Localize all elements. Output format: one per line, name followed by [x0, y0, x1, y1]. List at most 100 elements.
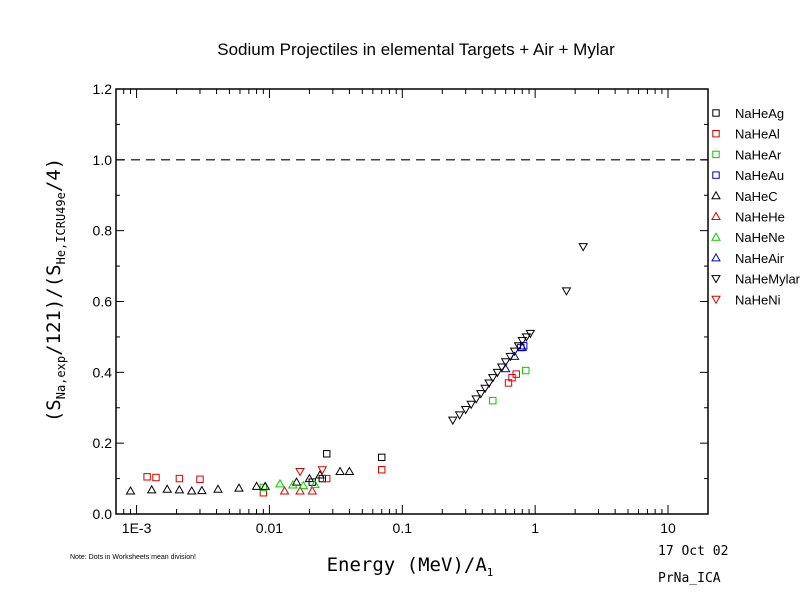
- x-tick-label: 0.1: [393, 520, 413, 536]
- data-point: [496, 363, 507, 373]
- data-point: [310, 479, 320, 489]
- data-point: [234, 483, 244, 492]
- y-tick-label: 1.0: [93, 152, 113, 168]
- legend: NaHeAg NaHeAl NaHeAr NaHeAu NaHeC NaHeHe NaHeN…: [711, 106, 800, 307]
- data-point: [484, 379, 494, 388]
- legend-marker: [712, 150, 720, 159]
- data-point: [298, 480, 309, 490]
- x-tick-label: 10: [660, 520, 676, 536]
- y-tick-label: 0.2: [93, 435, 113, 451]
- data-point: [466, 400, 477, 410]
- data-points: [125, 243, 589, 497]
- data-point: [378, 453, 386, 462]
- legend-marker: [711, 232, 721, 241]
- data-point: [143, 473, 151, 481]
- data-point: [480, 384, 490, 394]
- data-point: [304, 473, 315, 483]
- data-point: [522, 366, 530, 375]
- data-point: [295, 468, 305, 477]
- data-point: [487, 374, 498, 383]
- data-point: [561, 287, 572, 296]
- data-point: [525, 329, 536, 339]
- y-tick-label: 0.8: [93, 223, 113, 239]
- data-point: [174, 484, 185, 494]
- legend-label: NaHeAr: [735, 147, 782, 162]
- data-point: [447, 416, 458, 426]
- data-point: [317, 466, 328, 475]
- x-axis-label: Energy (MeV)/A1: [327, 554, 494, 579]
- data-point: [307, 485, 318, 495]
- legend-marker: [711, 252, 721, 262]
- x-tick-label: 1E-3: [122, 520, 152, 536]
- data-point: [323, 450, 331, 458]
- footer-note: Note: Dots in Worksheets mean division!: [70, 554, 196, 561]
- legend-marker: [712, 109, 720, 117]
- data-point: [335, 466, 345, 475]
- data-point: [186, 485, 197, 495]
- data-point: [152, 473, 160, 482]
- data-point: [454, 411, 465, 420]
- data-point: [315, 470, 325, 479]
- legend-marker: [711, 275, 721, 284]
- data-point: [260, 481, 271, 490]
- data-point: [512, 370, 520, 378]
- data-point: [279, 485, 290, 495]
- legend-marker: [711, 190, 721, 200]
- legend-label: NaHeAg: [735, 106, 784, 121]
- data-point: [471, 395, 482, 404]
- legend-label: NaHeNi: [735, 292, 781, 307]
- data-point: [251, 481, 262, 490]
- data-point: [521, 333, 532, 342]
- data-point: [213, 484, 223, 493]
- x-tick-label: 0.01: [256, 520, 283, 536]
- data-point: [275, 478, 285, 488]
- data-point: [287, 479, 298, 489]
- data-point: [500, 358, 511, 367]
- data-point: [196, 475, 204, 483]
- data-point: [509, 347, 520, 357]
- data-point: [578, 243, 589, 252]
- data-point: [460, 406, 471, 415]
- data-point: [505, 352, 516, 362]
- data-point: [489, 396, 497, 405]
- x-tick-label: 1: [531, 520, 539, 536]
- chart-title: Sodium Projectiles in elemental Targets …: [217, 40, 615, 59]
- data-point: [259, 483, 268, 492]
- legend-label: NaHeAl: [735, 127, 780, 142]
- data-point: [318, 474, 327, 483]
- svg-text:(SNa,exp/121)/(SHe,ICRU49e/4): (SNa,exp/121)/(SHe,ICRU49e/4): [43, 158, 68, 422]
- legend-label: NaHeAu: [735, 168, 784, 183]
- legend-marker: [712, 171, 720, 179]
- legend-label: NaHeAir: [735, 251, 785, 266]
- legend-label: NaHeMylar: [735, 272, 800, 287]
- data-point: [295, 485, 305, 495]
- data-point: [517, 336, 528, 346]
- y-tick-label: 0.0: [93, 506, 113, 522]
- legend-marker: [712, 130, 720, 138]
- data-point: [378, 466, 386, 474]
- legend-marker: [711, 295, 721, 305]
- footer-file: PrNa_ICA: [658, 571, 721, 586]
- y-tick-label: 1.2: [93, 81, 113, 97]
- data-point: [196, 485, 207, 495]
- y-axis-label: (SNa,exp/121)/(SHe,ICRU49e/4): [43, 158, 68, 422]
- legend-label: NaHeHe: [735, 210, 785, 225]
- data-point: [162, 484, 173, 493]
- legend-marker: [711, 211, 721, 220]
- y-tick-label: 0.4: [93, 364, 113, 380]
- legend-label: NaHeNe: [735, 230, 785, 245]
- plot-frame: [115, 88, 709, 515]
- y-tick-label: 0.6: [93, 294, 113, 310]
- plot-axes: 0.0 0.2 0.4 0.6 0.8 1.0 1.2 1E-3 0.01 0.1 1 10: [93, 81, 709, 536]
- data-point: [125, 485, 136, 495]
- data-point: [492, 368, 503, 378]
- data-point: [323, 474, 331, 483]
- data-point: [146, 484, 157, 494]
- footer-date: 17 Oct 02: [658, 544, 729, 559]
- data-point: [291, 477, 302, 486]
- data-point: [513, 342, 524, 351]
- legend-label: NaHeC: [735, 189, 778, 204]
- data-point: [344, 466, 355, 475]
- data-point: [475, 390, 486, 399]
